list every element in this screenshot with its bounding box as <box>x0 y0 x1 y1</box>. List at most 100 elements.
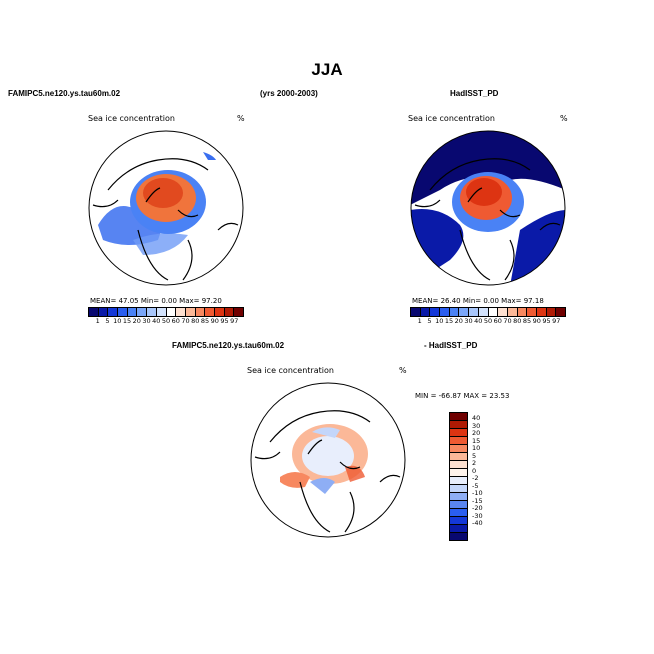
coastline <box>92 158 239 281</box>
model-polar-map <box>88 130 244 286</box>
diff-colorbar-label: -10 <box>472 489 483 497</box>
obs-panel-label: Sea ice concentration <box>408 114 495 123</box>
diff-colorbar-label: -30 <box>472 511 483 520</box>
colorbar-label: 20 <box>454 317 463 325</box>
colorbar-swatch <box>440 308 450 316</box>
diff-region <box>345 465 365 482</box>
diff-colorbar-swatch <box>450 525 467 533</box>
colorbar-label: 30 <box>464 317 473 325</box>
colorbar-swatch <box>536 308 547 316</box>
colorbar-label: 70 <box>181 317 190 325</box>
colorbar-label: 5 <box>427 317 432 325</box>
colorbar-swatch <box>556 308 565 316</box>
colorbar-swatch <box>195 308 206 316</box>
colorbar-label: 5 <box>105 317 110 325</box>
colorbar-swatch <box>98 308 109 316</box>
diff-colorbar-label: 20 <box>472 429 481 437</box>
diff-colorbar-swatch <box>450 493 467 501</box>
diff-colorbar-label: 30 <box>472 421 481 430</box>
colorbar-swatch <box>176 308 186 316</box>
colorbar-label: 30 <box>142 317 151 325</box>
diff-colorbar-label: 40 <box>472 414 481 422</box>
diff-panel-units: % <box>399 366 407 375</box>
colorbar-label: 50 <box>483 317 493 325</box>
model-panel-label: Sea ice concentration <box>88 114 175 123</box>
colorbar-swatches <box>410 307 566 317</box>
colorbar-label: 40 <box>474 317 483 325</box>
diff-colorbar-swatch <box>450 517 467 525</box>
ice-region <box>98 206 163 245</box>
colorbar-swatch <box>205 308 215 316</box>
colorbar-label: 1 <box>417 317 422 325</box>
diff-colorbar-swatches <box>449 412 468 541</box>
colorbar-label: 97 <box>230 317 239 325</box>
diff-region <box>302 436 354 476</box>
colorbar-swatch <box>234 308 243 316</box>
obs-stats: MEAN= 26.40 Min= 0.00 Max= 97.18 <box>412 297 544 305</box>
diff-colorbar-swatch <box>450 429 467 437</box>
ice-region <box>133 233 188 255</box>
colorbar-swatch <box>127 308 138 316</box>
diff-colorbar-swatch <box>450 477 467 485</box>
ice-region <box>143 178 183 208</box>
colorbar-swatch <box>517 308 528 316</box>
colorbar-swatch <box>224 308 235 316</box>
colorbar-label: 97 <box>552 317 561 325</box>
ice-region <box>203 152 216 160</box>
obs-panel-units: % <box>560 114 568 123</box>
coastline <box>254 410 401 533</box>
obs-polar-map <box>410 130 566 286</box>
colorbar-swatch <box>420 308 431 316</box>
colorbar-label: 40 <box>152 317 161 325</box>
colorbar-label: 70 <box>503 317 512 325</box>
diff-colorbar-swatch <box>450 461 467 469</box>
diff-colorbar-swatch <box>450 485 467 493</box>
colorbar-swatch <box>507 308 518 316</box>
colorbar-label: 85 <box>522 317 532 325</box>
diff-colorbar-label: -15 <box>472 496 483 505</box>
colorbar-swatch <box>478 308 489 316</box>
colorbar-swatch <box>214 308 225 316</box>
colorbar-swatch <box>118 308 128 316</box>
model-stats: MEAN= 47.05 Min= 0.00 Max= 97.20 <box>90 297 222 305</box>
diff-colorbar-swatch <box>450 469 467 477</box>
colorbar-label: 95 <box>220 317 229 325</box>
colorbar-label: 90 <box>210 317 219 325</box>
diff-colorbar-label: 5 <box>472 451 477 460</box>
colorbar-labels: 1 5 10 15 20 30 40 50 60 70 80 85 90 95 97 <box>410 317 566 325</box>
colorbar-label: 80 <box>191 317 200 325</box>
colorbar-swatch <box>147 308 157 316</box>
ice-region <box>411 131 565 205</box>
diff-colorbar-label: 10 <box>472 444 481 452</box>
diff-colorbar-swatch <box>450 413 467 421</box>
colorbar-label: 60 <box>493 317 502 325</box>
colorbar-label: 15 <box>444 317 454 325</box>
colorbar-swatch <box>469 308 479 316</box>
right-case-name: HadISST_PD <box>450 89 499 98</box>
colorbar-swatch <box>527 308 537 316</box>
diff-colorbar-swatch <box>450 445 467 453</box>
diff-polar-map <box>250 382 406 538</box>
figure-title: JJA <box>311 60 343 79</box>
colorbar-label: 85 <box>200 317 210 325</box>
diff-colorbar-swatch <box>450 501 467 509</box>
diff-colorbar-swatch <box>450 533 467 540</box>
colorbar-swatches <box>88 307 244 317</box>
diff-panel-label: Sea ice concentration <box>247 366 334 375</box>
diff-colorbar-swatch <box>450 437 467 445</box>
colorbar-swatch <box>108 308 119 316</box>
diff-right-title: - HadISST_PD <box>424 341 478 350</box>
left-case-name: FAMIPC5.ne120.ys.tau60m.02 <box>8 89 121 98</box>
diff-colorbar-label: 0 <box>472 466 477 475</box>
diff-region <box>280 472 310 488</box>
colorbar-swatch <box>459 308 470 316</box>
colorbar-labels: 1 5 10 15 20 30 40 50 60 70 80 85 90 95 97 <box>88 317 244 325</box>
model-colorbar: 1 5 10 15 20 30 40 50 60 70 80 85 90 95 97 <box>88 307 244 325</box>
colorbar-swatch <box>166 308 177 316</box>
model-panel-units: % <box>237 114 245 123</box>
years-label: (yrs 2000-2003) <box>260 89 318 98</box>
colorbar-swatch <box>430 308 441 316</box>
diff-region <box>310 478 335 494</box>
colorbar-swatch <box>137 308 148 316</box>
colorbar-label: 95 <box>542 317 551 325</box>
